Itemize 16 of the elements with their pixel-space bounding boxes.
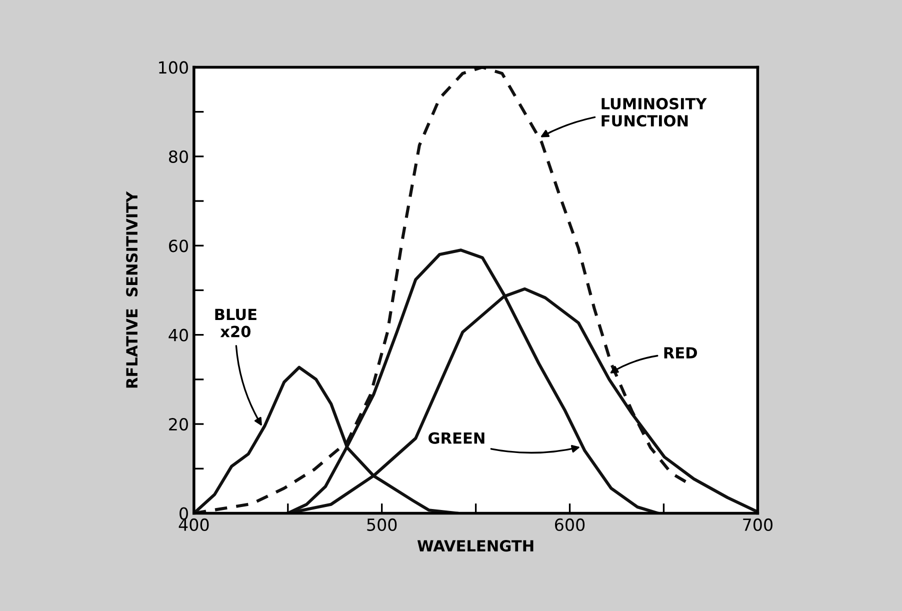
annotation: LUMINOSITY FUNCTION bbox=[602, 98, 707, 127]
y-tick-label: 60 bbox=[169, 240, 188, 252]
y-tick-label: 40 bbox=[168, 328, 188, 342]
x-tick-label: 600 bbox=[555, 518, 585, 531]
x-axis-title: WAVELENGTH bbox=[417, 540, 534, 552]
annotation: RED bbox=[664, 347, 697, 358]
y-tick-label: 80 bbox=[168, 150, 188, 163]
annotation: GREEN bbox=[428, 432, 484, 444]
x-tick-label: 500 bbox=[367, 518, 397, 531]
y-tick-label: 100 bbox=[159, 61, 188, 74]
annotation: BLUE x20 bbox=[215, 308, 256, 338]
y-axis-title: RFLATIVE SENSITIVITY bbox=[126, 191, 138, 388]
y-tick-label: 20 bbox=[169, 418, 188, 431]
y-tick-label: 0 bbox=[180, 507, 188, 520]
x-tick-label: 700 bbox=[743, 518, 772, 531]
x-tick-label: 400 bbox=[178, 518, 209, 531]
